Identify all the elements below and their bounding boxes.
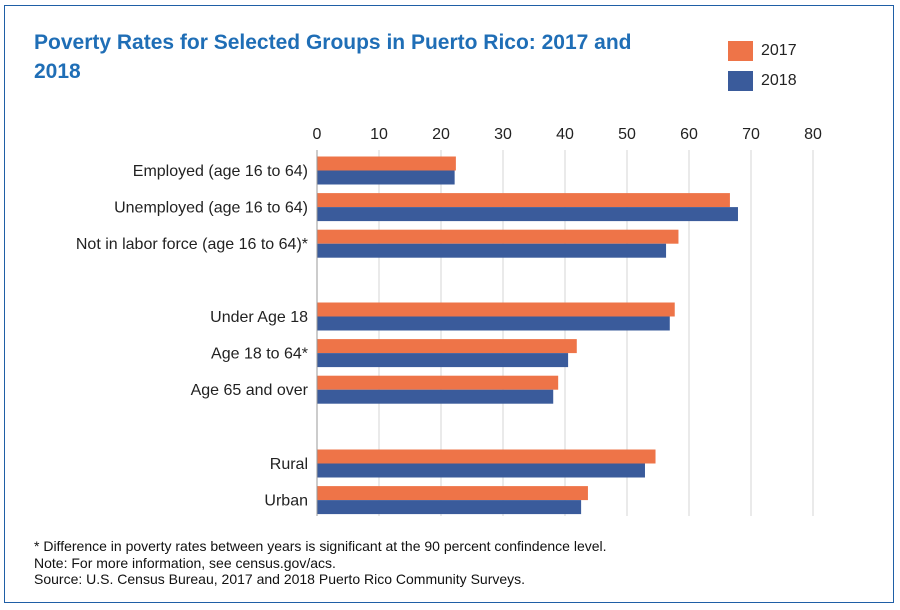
- info-note: Note: For more information, see census.g…: [34, 554, 336, 571]
- category-label: Urban: [264, 493, 308, 510]
- x-tick-label: 70: [742, 126, 760, 143]
- bar-2017: [317, 229, 679, 244]
- category-label: Age 18 to 64*: [211, 346, 308, 363]
- bar-2017: [317, 193, 730, 208]
- source-note: Source: U.S. Census Bureau, 2017 and 201…: [34, 571, 526, 587]
- x-tick-label: 80: [804, 126, 822, 143]
- bar-2017: [317, 375, 559, 390]
- bar-2017: [317, 339, 577, 354]
- x-tick-label: 0: [313, 126, 322, 143]
- bar-2017: [317, 449, 656, 464]
- legend-item-2017: 2017: [728, 36, 797, 66]
- x-tick-label: 50: [618, 126, 636, 143]
- category-label: Age 65 and over: [191, 382, 309, 399]
- significance-note: * Difference in poverty rates between ye…: [34, 538, 607, 554]
- category-label: Rural: [270, 456, 308, 473]
- legend-label-2018: 2018: [761, 72, 797, 89]
- bar-2018: [317, 243, 667, 258]
- bar-2018: [317, 316, 670, 331]
- legend-item-2018: 2018: [728, 66, 797, 96]
- chart-title: Poverty Rates for Selected Groups in Pue…: [34, 31, 632, 83]
- x-tick-label: 20: [432, 126, 450, 143]
- legend-swatch-2018: [728, 71, 753, 91]
- bar-2018: [317, 353, 569, 368]
- category-label: Not in labor force (age 16 to 64)*: [76, 236, 308, 253]
- category-label: Unemployed (age 16 to 64): [114, 200, 308, 217]
- legend: 2017 2018: [728, 36, 797, 96]
- bar-2017: [317, 486, 588, 501]
- bar-2018: [317, 207, 738, 222]
- legend-label-2017: 2017: [761, 42, 797, 59]
- category-label: Under Age 18: [210, 309, 308, 326]
- bar-2018: [317, 500, 582, 515]
- legend-swatch-2017: [728, 41, 753, 61]
- x-tick-label: 60: [680, 126, 698, 143]
- x-tick-label: 10: [370, 126, 388, 143]
- x-tick-label: 40: [556, 126, 574, 143]
- bar-2017: [317, 302, 675, 317]
- footnotes: * Difference in poverty rates between ye…: [34, 538, 854, 588]
- bar-2018: [317, 170, 455, 185]
- bar-2017: [317, 156, 456, 171]
- bar-2018: [317, 389, 554, 404]
- x-tick-label: 30: [494, 126, 512, 143]
- category-label: Employed (age 16 to 64): [133, 163, 308, 180]
- bar-2018: [317, 463, 645, 478]
